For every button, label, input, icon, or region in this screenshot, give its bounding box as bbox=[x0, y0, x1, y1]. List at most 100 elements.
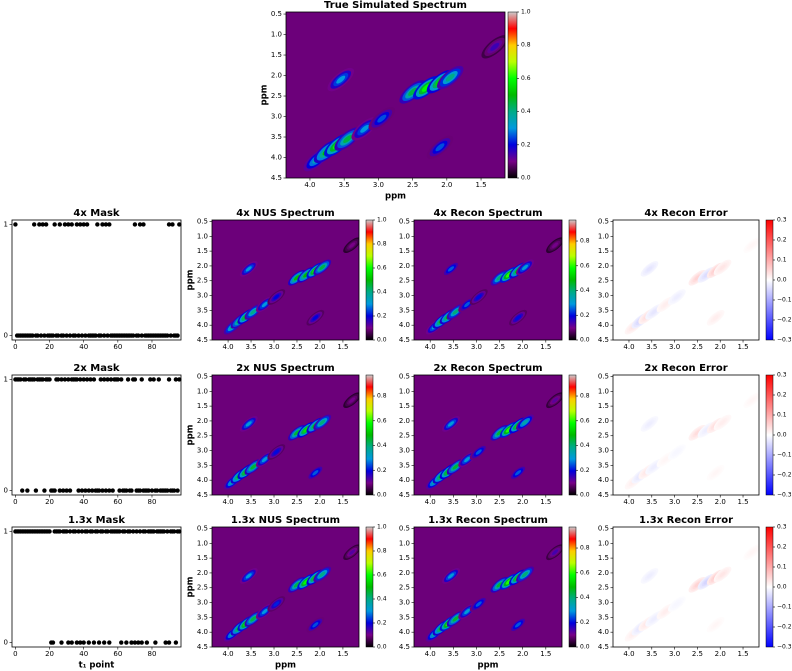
mask-point bbox=[43, 222, 49, 227]
x-tick-label: 1.5 bbox=[737, 498, 748, 506]
y-tick-label: 3.5 bbox=[598, 306, 609, 314]
colorbar-tick-label: 0.8 bbox=[580, 238, 590, 245]
colorbar-tick-label: 0.8 bbox=[580, 545, 590, 552]
contour bbox=[349, 242, 356, 248]
x-tick-label: 1.5 bbox=[540, 498, 551, 506]
x-tick-label: 2.0 bbox=[715, 343, 726, 351]
x-tick-label: 4.0 bbox=[223, 343, 234, 351]
contour bbox=[719, 571, 726, 578]
y-tick-label: 4.5 bbox=[598, 491, 609, 499]
colorbar-tick-label: 0.4 bbox=[377, 442, 387, 449]
mask-point bbox=[66, 640, 71, 645]
contour bbox=[435, 143, 445, 152]
x-tick-label: 2.5 bbox=[291, 343, 302, 351]
mask-point bbox=[78, 377, 83, 382]
y-tick-label: 1.0 bbox=[399, 232, 410, 240]
axes-frame bbox=[285, 11, 506, 179]
contour bbox=[452, 309, 459, 315]
mask-point bbox=[81, 640, 86, 645]
colorbar-tick-label: 0.8 bbox=[377, 548, 387, 555]
y-tick-label: 3.0 bbox=[399, 599, 410, 607]
peak bbox=[668, 596, 686, 612]
panel: 0 20 40 60 80 0 1 4x Mask bbox=[4, 208, 182, 351]
contour bbox=[293, 275, 301, 281]
mask-point bbox=[67, 488, 73, 493]
mask-point bbox=[90, 529, 95, 534]
contour bbox=[712, 315, 719, 321]
contour bbox=[475, 601, 482, 607]
y-tick-label: 1 bbox=[4, 220, 8, 228]
y-tick-label: 4.0 bbox=[399, 476, 410, 484]
mask-point bbox=[105, 333, 110, 338]
contour bbox=[447, 421, 455, 427]
mask-point bbox=[81, 222, 86, 227]
x-tick-label: 2.0 bbox=[314, 650, 325, 658]
contour bbox=[651, 309, 658, 315]
mask-point bbox=[33, 488, 39, 493]
mask-point bbox=[31, 222, 37, 227]
y-tick-label: 4.0 bbox=[598, 476, 609, 484]
colorbar-tick-label: 0.6 bbox=[377, 572, 387, 579]
x-tick-label: 4.0 bbox=[304, 181, 315, 189]
mask-point bbox=[132, 377, 138, 382]
colorbar-tick-label: 0.6 bbox=[580, 262, 590, 269]
y-tick-label: 2.5 bbox=[399, 584, 410, 592]
x-tick-label: 3.5 bbox=[448, 650, 459, 658]
peak bbox=[640, 568, 659, 584]
contour bbox=[496, 275, 503, 281]
y-tick-label: 3.5 bbox=[197, 613, 208, 621]
mask-point bbox=[18, 377, 23, 382]
peak bbox=[368, 106, 396, 131]
colorbar bbox=[568, 374, 577, 496]
x-tick-label: 80 bbox=[148, 498, 157, 506]
chart-title: True Simulated Spectrum bbox=[324, 0, 467, 11]
x-tick-label: 40 bbox=[79, 498, 88, 506]
x-tick-label: 3.0 bbox=[268, 343, 279, 351]
x-tick-label: 2.5 bbox=[407, 181, 418, 189]
y-tick-label: 4.5 bbox=[197, 336, 208, 344]
mask-point bbox=[37, 222, 42, 227]
contour bbox=[319, 264, 326, 271]
mask-point bbox=[161, 529, 167, 534]
contour bbox=[447, 573, 455, 579]
y-tick-label: 3.5 bbox=[271, 133, 282, 141]
colorbar-tick-label: 0.0 bbox=[377, 644, 387, 651]
mask-point bbox=[76, 529, 81, 534]
x-tick-label: 4.0 bbox=[623, 498, 634, 506]
mask-point bbox=[100, 222, 105, 227]
colorbar-tick-label: −0.1 bbox=[777, 452, 792, 459]
y-tick-label: 3.0 bbox=[598, 599, 609, 607]
peak bbox=[469, 289, 488, 305]
x-tick-label: 3.5 bbox=[245, 498, 256, 506]
mask-point bbox=[149, 488, 155, 493]
y-tick-label: 2.0 bbox=[399, 569, 410, 577]
colorbar-tick-label: 0.0 bbox=[777, 432, 787, 439]
contour bbox=[651, 464, 658, 470]
x-tick-label: 2.0 bbox=[715, 650, 726, 658]
y-tick-label: 1.0 bbox=[197, 387, 208, 395]
y-tick-label: 1.5 bbox=[271, 51, 282, 59]
contour bbox=[719, 419, 726, 426]
axes-frame bbox=[211, 526, 360, 648]
colorbar bbox=[765, 526, 774, 648]
y-tick-label: 2.5 bbox=[399, 432, 410, 440]
mask-point bbox=[42, 333, 47, 338]
panel: 0.0 0.2 0.4 0.6 0.8 4.0 3.5 3.0 2.5 2.0 1.5 0.5 1.0 1… bbox=[399, 515, 590, 671]
contour bbox=[445, 73, 455, 82]
x-tick-label: 3.0 bbox=[471, 343, 482, 351]
mask-point bbox=[93, 333, 98, 338]
y-tick-label: 0.5 bbox=[197, 524, 208, 532]
mask-point bbox=[50, 640, 56, 645]
contour bbox=[261, 301, 268, 308]
x-tick-label: 1.5 bbox=[475, 181, 486, 189]
mask-point bbox=[55, 333, 61, 338]
peak bbox=[743, 237, 759, 253]
plot-area bbox=[613, 527, 759, 647]
mask-point bbox=[117, 529, 122, 534]
mask-point bbox=[100, 488, 105, 493]
y-tick-label: 0 bbox=[4, 639, 8, 647]
contour bbox=[464, 608, 471, 615]
peak bbox=[546, 544, 562, 561]
y-tick-label: 4.0 bbox=[197, 628, 208, 636]
contour bbox=[662, 456, 669, 463]
